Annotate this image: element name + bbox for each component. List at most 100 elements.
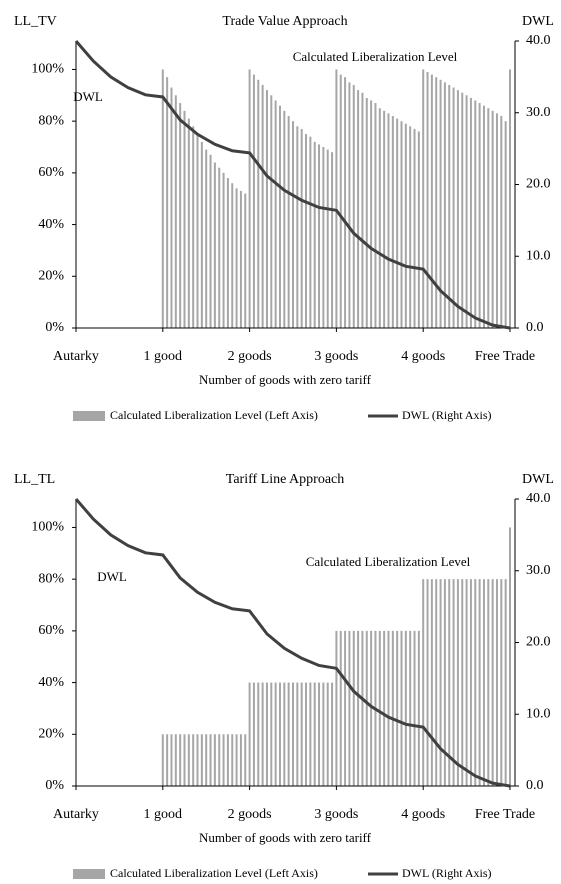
x-axis-label: Number of goods with zero tariff: [199, 372, 372, 387]
bar: [391, 115, 394, 328]
bar: [357, 90, 360, 328]
bar: [430, 74, 433, 328]
bar: [456, 579, 459, 786]
bar: [183, 734, 186, 786]
dwl-line: [74, 40, 511, 330]
bar: [400, 121, 403, 328]
bar: [452, 87, 455, 328]
y2-tick-label: 20.0: [526, 177, 551, 192]
y2-tick-label: 0.0: [526, 778, 544, 793]
bar: [426, 579, 429, 786]
bar: [504, 579, 507, 786]
bar: [261, 682, 264, 786]
bar: [370, 630, 373, 786]
bar: [413, 630, 416, 786]
bar: [500, 115, 503, 328]
bar: [192, 734, 195, 786]
y-tick-label: 60%: [38, 165, 64, 180]
bar: [357, 630, 360, 786]
bar: [443, 579, 446, 786]
bar: [287, 115, 290, 328]
bar: [257, 682, 260, 786]
bar: [378, 108, 381, 329]
bar: [239, 190, 242, 328]
bar: [287, 682, 290, 786]
bar: [409, 630, 412, 786]
legend-label: DWL (Right Axis): [402, 408, 492, 422]
bar: [252, 74, 255, 328]
bar: [448, 84, 451, 328]
bar: [326, 682, 329, 786]
y2-tick-label: 0.0: [526, 320, 544, 335]
bar: [309, 682, 312, 786]
legend-label: Calculated Liberalization Level (Left Ax…: [110, 866, 318, 880]
x-tick-label: Free Trade: [475, 807, 535, 822]
bar: [482, 579, 485, 786]
bar: [339, 630, 342, 786]
bar: [487, 108, 490, 329]
bar: [404, 630, 407, 786]
bar: [439, 79, 442, 328]
bar: [174, 734, 177, 786]
x-tick-label: 4 goods: [401, 807, 445, 822]
bar: [292, 121, 294, 328]
bar: [452, 579, 455, 786]
bar: [209, 734, 212, 786]
bar: [174, 95, 177, 328]
bar: [200, 734, 203, 786]
bar: [296, 682, 299, 786]
bar: [183, 110, 186, 328]
bar: [430, 579, 433, 786]
bar: [309, 136, 312, 328]
bar: [491, 579, 494, 786]
bar: [322, 147, 325, 328]
bar: [265, 682, 268, 786]
bar: [278, 682, 281, 786]
bar: [283, 110, 286, 328]
chart-title: Tariff Line Approach: [226, 472, 345, 487]
bar: [231, 183, 234, 328]
bar: [239, 734, 242, 786]
x-tick-label: 2 goods: [228, 349, 272, 364]
bar: [205, 734, 208, 786]
bar: [461, 579, 464, 786]
bar: [365, 630, 368, 786]
bar: [244, 734, 247, 786]
bar: [226, 734, 229, 786]
bar: [352, 84, 355, 328]
bar: [335, 69, 338, 329]
bar: [218, 167, 221, 328]
bar: [196, 734, 199, 786]
bar: [417, 131, 420, 328]
bar: [300, 128, 303, 328]
dwl-line: [74, 498, 511, 788]
bar: [179, 734, 182, 786]
bar: [400, 630, 403, 786]
bar: [222, 172, 225, 328]
bar: [278, 105, 281, 328]
bar: [322, 682, 325, 786]
bar: [244, 193, 247, 328]
annotation: DWL: [73, 89, 103, 104]
bar: [300, 682, 303, 786]
x-tick-label: 1 good: [144, 807, 183, 822]
bar: [456, 90, 459, 328]
bar: [231, 734, 234, 786]
bar: [305, 134, 308, 328]
bar: [491, 110, 494, 328]
y-tick-label: 0%: [45, 778, 64, 793]
x-axis-label: Number of goods with zero tariff: [199, 830, 372, 845]
bar: [209, 154, 212, 328]
bar: [383, 630, 386, 786]
bar: [274, 100, 277, 328]
bar: [218, 734, 221, 786]
y2-tick-label: 30.0: [526, 105, 551, 120]
bar: [161, 69, 164, 329]
bar: [196, 134, 199, 328]
bar: [335, 630, 338, 786]
bar: [422, 69, 425, 329]
bar: [495, 579, 498, 786]
bar: [383, 110, 386, 328]
bar: [474, 100, 477, 328]
bar: [344, 630, 347, 786]
